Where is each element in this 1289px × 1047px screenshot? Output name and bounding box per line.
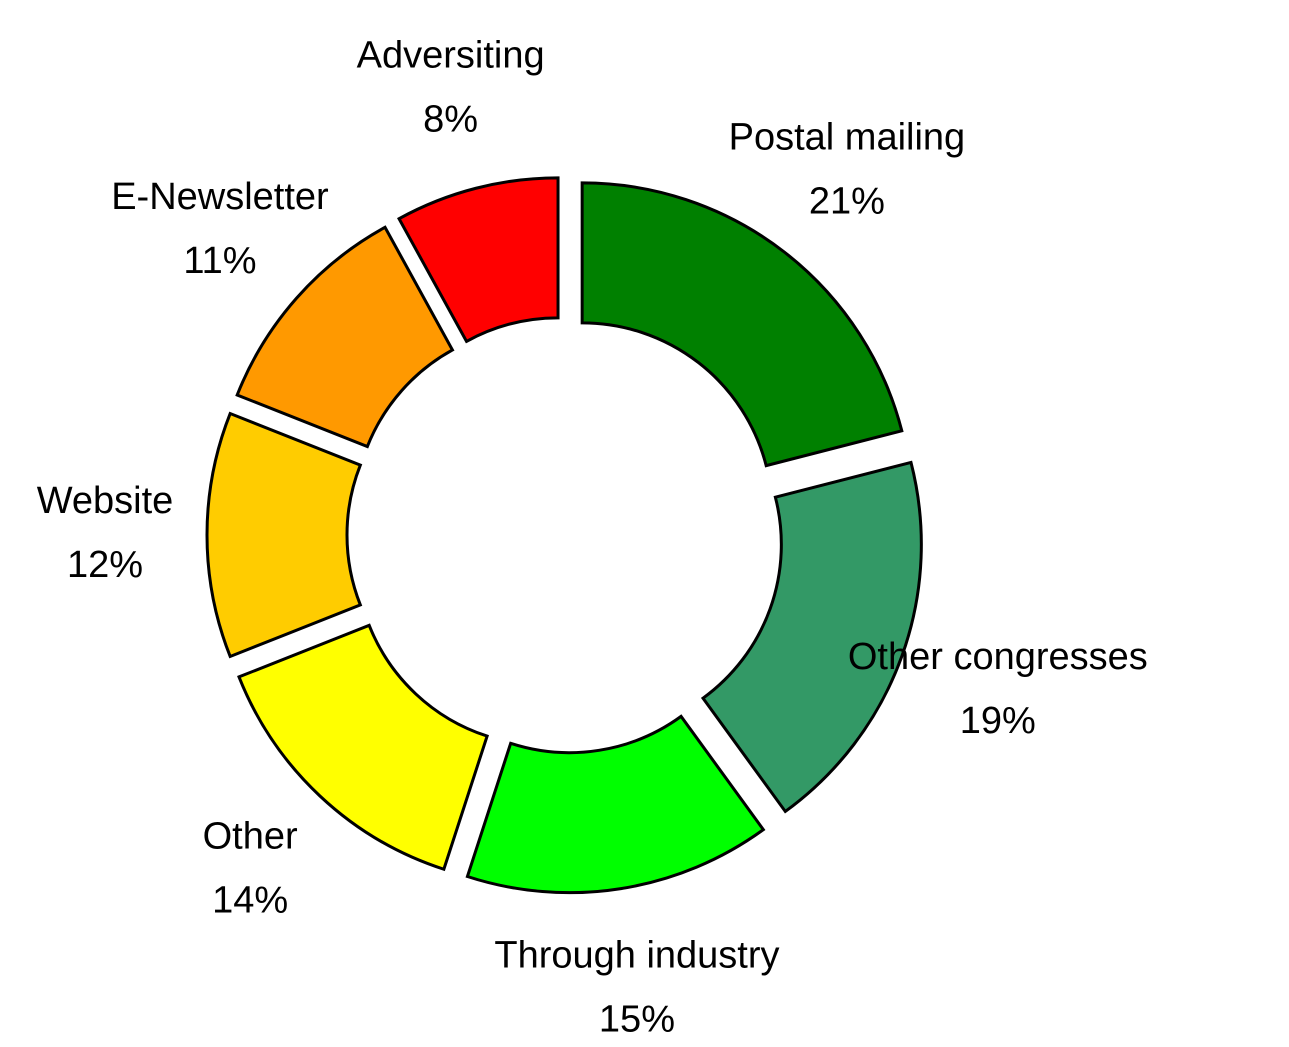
segment-label: Through industry <box>494 934 779 976</box>
value-label: 8% <box>423 98 478 140</box>
donut-segment <box>465 714 766 895</box>
donut-segment <box>235 225 455 449</box>
segment-label: Website <box>37 480 174 522</box>
segment-label: E-Newsletter <box>111 176 329 218</box>
donut-segment <box>397 176 560 344</box>
segment-label: Other <box>203 815 298 857</box>
segment-label: Other congresses <box>848 636 1148 678</box>
donut-segment <box>580 181 904 468</box>
value-label: 14% <box>212 879 288 921</box>
value-label: 19% <box>960 700 1036 742</box>
segment-label: Postal mailing <box>729 117 966 159</box>
segment-label: Adversiting <box>357 34 545 76</box>
value-label: 21% <box>809 181 885 223</box>
donut-segment <box>237 623 490 872</box>
value-label: 11% <box>183 240 256 282</box>
donut-segment <box>700 460 923 814</box>
donut-segment <box>205 411 363 659</box>
value-label: 15% <box>599 998 675 1040</box>
value-label: 12% <box>67 544 143 586</box>
